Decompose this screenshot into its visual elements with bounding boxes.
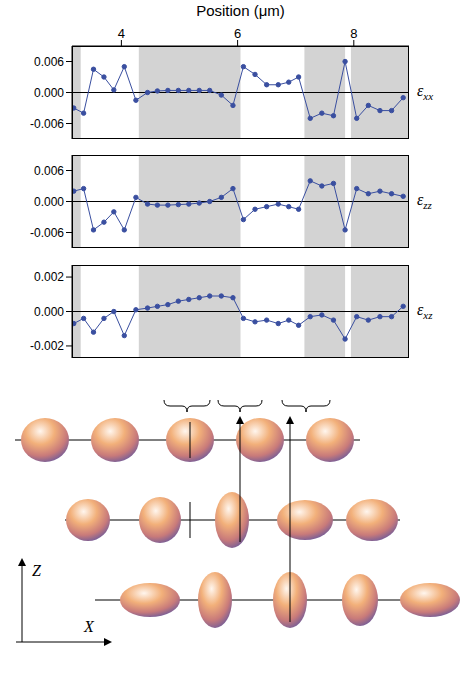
svg-text:X: X bbox=[83, 618, 95, 635]
svg-text:Z: Z bbox=[32, 562, 42, 579]
svg-text:8: 8 bbox=[350, 26, 357, 41]
svg-text:0.000: 0.000 bbox=[34, 86, 64, 100]
svg-text:-0.002: -0.002 bbox=[30, 339, 64, 353]
html-text:εxx: εxx bbox=[417, 81, 434, 102]
svg-text:0.002: 0.002 bbox=[34, 270, 64, 284]
html-text:Position (μm): Position (μm) bbox=[196, 2, 285, 19]
svg-text:0.000: 0.000 bbox=[34, 305, 64, 319]
svg-text:-0.006: -0.006 bbox=[30, 226, 64, 240]
svg-text:4: 4 bbox=[118, 26, 125, 41]
html-text:εzz: εzz bbox=[417, 190, 432, 211]
svg-text:0.006: 0.006 bbox=[34, 164, 64, 178]
svg-text:-0.006: -0.006 bbox=[30, 117, 64, 131]
svg-text:6: 6 bbox=[234, 26, 241, 41]
svg-text:0.000: 0.000 bbox=[34, 195, 64, 209]
html-text:εxz: εxz bbox=[417, 300, 433, 321]
svg-text:0.006: 0.006 bbox=[34, 55, 64, 69]
